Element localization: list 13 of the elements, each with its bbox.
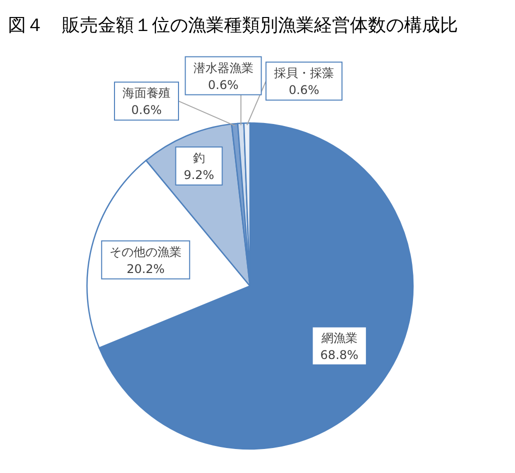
slice-label: その他の漁業 <box>110 244 182 259</box>
slice-label: 釣 <box>192 151 205 165</box>
data-label: 68.8% <box>320 348 358 362</box>
data-label: 0.6% <box>131 103 162 118</box>
data-label: 9.2% <box>184 168 214 182</box>
data-label: 0.6% <box>288 83 320 98</box>
data-label: 0.6% <box>208 78 239 92</box>
slice-label: 網漁業 <box>320 330 358 345</box>
slice-label: 採貝・採藻 <box>274 66 334 80</box>
data-label: 20.2% <box>126 262 165 276</box>
chart-title: 図４ 販売金額１位の漁業種類別漁業経営体数の構成比 <box>8 15 458 36</box>
slice-label: 海面養殖 <box>122 86 170 100</box>
slice-label: 潜水器漁業 <box>193 60 254 75</box>
